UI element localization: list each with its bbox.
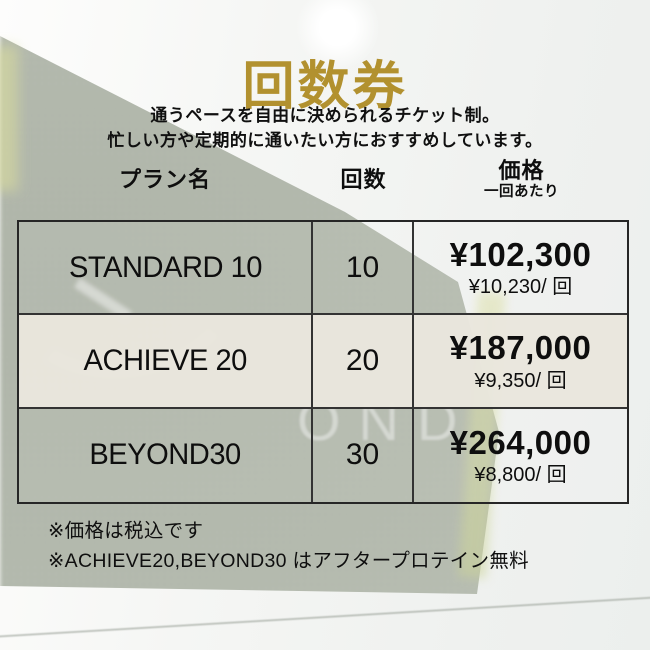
price-total: ¥264,000	[449, 423, 592, 461]
table-cell-price-beyond30: ¥264,000 ¥8,800/ 回	[414, 408, 627, 502]
session-count: 10	[345, 250, 380, 284]
price-per-session: ¥8,800/ 回	[474, 463, 567, 486]
plan-name: STANDARD 10	[68, 250, 262, 284]
column-header-price: 価格 一回あたり	[414, 160, 629, 203]
subtitle: 通うペースを自由に決められるチケット制。 忙しい方や定期的に通いたい方におすすめ…	[0, 103, 650, 153]
table-cell-price-standard10: ¥102,300 ¥10,230/ 回	[414, 222, 627, 316]
column-header-plan: プラン名	[118, 166, 211, 192]
page-title: 回数券	[242, 58, 408, 116]
price-total: ¥102,300	[449, 236, 592, 274]
wall-highlight-left	[0, 46, 18, 191]
table-cell-count-standard10: 10	[313, 222, 414, 316]
table-cell-price-achieve20: ¥187,000 ¥9,350/ 回	[414, 315, 627, 409]
table-cell-plan-achieve20: ACHIEVE 20	[19, 315, 313, 409]
table-cell-plan-standard10: STANDARD 10	[19, 222, 313, 316]
session-count: 30	[345, 438, 380, 472]
table-cell-count-achieve20: 20	[313, 315, 414, 409]
price-per-session: ¥10,230/ 回	[468, 276, 573, 299]
price-per-session: ¥9,350/ 回	[474, 369, 567, 392]
pricing-table: STANDARD 10 10 ¥102,300 ¥10,230/ 回 ACHIE…	[17, 220, 629, 504]
column-header-price-sublabel: 一回あたり	[484, 184, 559, 200]
subtitle-line-1: 通うペースを自由に決められるチケット制。	[150, 106, 500, 125]
subtitle-line-2: 忙しい方や定期的に通いたい方におすすめしています。	[107, 131, 543, 150]
plan-name: BEYOND30	[89, 438, 241, 472]
ceiling-light-glow	[295, 0, 380, 70]
price-block: ¥187,000 ¥9,350/ 回	[449, 329, 592, 392]
footnote-tax: ※価格は税込です	[48, 520, 204, 542]
plan-name: ACHIEVE 20	[83, 343, 247, 377]
table-cell-count-beyond30: 30	[313, 408, 414, 502]
footnote-protein: ※ACHIEVE20,BEYOND30 はアフタープロテイン無料	[48, 550, 529, 572]
session-count: 20	[345, 343, 380, 377]
price-total: ¥187,000	[449, 329, 592, 367]
table-header-row: プラン名 回数 価格 一回あたり	[17, 160, 629, 203]
column-header-price-label: 価格	[498, 158, 545, 183]
column-header-count: 回数	[340, 166, 387, 192]
table-cell-plan-beyond30: BEYOND30	[19, 408, 313, 502]
footnotes: ※価格は税込です ※ACHIEVE20,BEYOND30 はアフタープロテイン無…	[48, 516, 529, 576]
price-block: ¥264,000 ¥8,800/ 回	[449, 423, 592, 486]
price-block: ¥102,300 ¥10,230/ 回	[449, 236, 592, 299]
